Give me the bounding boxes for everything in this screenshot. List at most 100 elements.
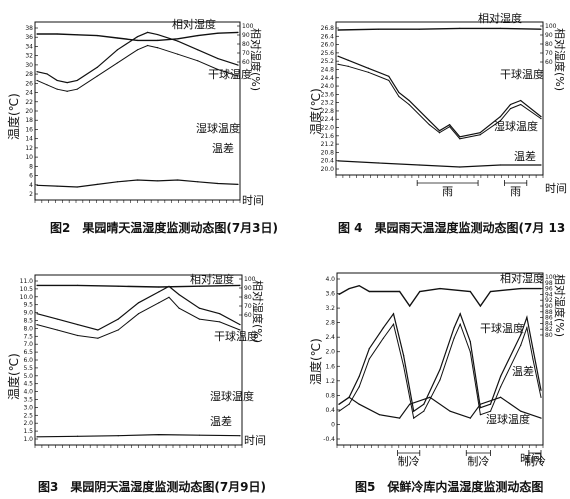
data-point [499,164,501,166]
data-point [489,410,492,412]
data-point [398,91,400,94]
y-tick-label: 7.0 [23,341,33,348]
y-tick-label: 3.6 [325,291,335,298]
x-axis-label: 时间 [545,182,567,195]
data-point [337,55,339,57]
y2-tick-label: 80 [545,332,553,339]
y-tick-label: -0.4 [323,436,335,443]
y-tick-label: 7.5 [23,333,33,340]
data-point [239,323,241,326]
data-point [532,358,534,360]
y-tick-label: 2.0 [23,420,33,427]
data-point [157,180,159,182]
data-point [469,351,471,353]
y-tick-label: 21.2 [321,141,335,148]
y-tick-label: 1.6 [325,363,335,370]
data-point [158,434,160,436]
y-tick-label: 0.8 [325,392,335,399]
chart-fig4: 20.020.4 20.821.221.622.0 22.422.823.2 23.6… [308,11,570,235]
data-point [198,285,200,287]
plot-frame [34,21,241,201]
data-point [198,434,200,436]
y-axis-label: 温度(℃) [6,93,21,140]
x-ticks [336,445,544,448]
data-point [157,47,159,49]
data-point [540,389,542,391]
data-point [540,28,542,30]
data-point [469,417,471,419]
data-point [489,403,492,405]
y-tick-label: 2.0 [325,349,335,356]
data-point [96,35,98,37]
data-point [499,27,501,29]
data-point [146,44,149,47]
data-point [428,124,430,126]
data-point [116,37,118,39]
data-point [217,182,219,185]
data-point [56,318,58,320]
data-point [469,290,471,293]
series-layer [337,27,542,168]
series-annotation: 相对湿度 [190,272,234,286]
series-annotation: 湿球温度 [210,389,254,403]
data-point [178,294,180,296]
data-point [76,34,78,36]
data-point [520,334,522,336]
series-annotation: 相对湿度 [500,271,544,285]
y2-tick-label: 80 [545,41,553,48]
data-point [459,313,461,315]
data-point [168,296,170,298]
series-annotation: 干球温度 [208,67,252,81]
data-point [158,286,160,288]
data-point [449,126,451,128]
series-layer [338,284,542,419]
data-point [36,71,38,73]
data-point [46,73,48,75]
data-point [137,313,140,315]
data-point [36,313,38,315]
series-line [338,312,542,413]
y-tick-label: 34 [25,43,33,50]
data-point [540,118,542,120]
data-point [117,318,119,320]
data-point [239,435,241,437]
y2-tick-label: 90 [244,285,252,292]
y-tick-label: 2.8 [325,320,335,327]
y2-tick-label: 86 [545,315,553,322]
event-layer: 制冷 制冷 制冷 [397,450,546,468]
data-point [116,181,118,183]
data-point [540,396,542,398]
data-point [337,63,339,65]
y-tick-label: 38 [25,25,33,32]
data-point [177,38,179,40]
data-point [409,305,411,307]
data-point [423,410,425,412]
data-point [413,417,415,419]
y2-tick-label: 100 [545,274,557,281]
data-point [526,327,528,329]
data-point [479,305,481,307]
y-axis-label: 温度(℃) [6,353,21,400]
data-point [116,49,118,51]
y2-tick-label: 84 [545,320,553,327]
data-point [449,124,451,126]
y-tick-label: 24.8 [321,66,335,73]
y-tick-label: 8.0 [23,325,33,332]
data-point [76,79,78,82]
data-point [392,323,395,325]
series-line [37,284,241,288]
series-annotation: 温差 [512,364,534,378]
data-point [146,31,149,33]
y-axis-label: 温度(℃) [308,338,323,385]
data-point [217,68,219,71]
chart-fig5: -0.4 0 0.4 0.8 1.2 1.6 2.0 2.4 2.8 3.2 3.6 4.0 8082… [308,271,567,494]
plot-frame [335,21,544,176]
data-point [520,288,522,290]
event-label: 制冷 [524,455,546,468]
data-point [453,337,455,339]
data-point [197,60,199,62]
figure-caption: 图 4 果园雨天温湿度监测动态图(7月 13 日) [338,220,570,235]
